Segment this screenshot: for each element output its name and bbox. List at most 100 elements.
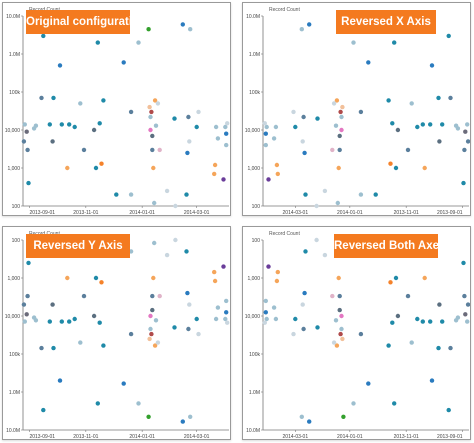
data-point[interactable] <box>33 318 39 323</box>
data-point[interactable] <box>221 264 226 269</box>
data-point[interactable] <box>128 249 134 254</box>
data-point[interactable] <box>314 237 319 243</box>
data-point[interactable] <box>51 345 56 351</box>
data-point[interactable] <box>25 147 30 153</box>
data-point[interactable] <box>436 95 441 101</box>
data-point[interactable] <box>41 33 46 39</box>
data-point[interactable] <box>337 293 342 299</box>
data-point[interactable] <box>172 116 177 121</box>
data-point[interactable] <box>128 331 134 337</box>
data-point[interactable] <box>331 101 337 106</box>
data-point[interactable] <box>186 326 191 332</box>
data-point[interactable] <box>101 343 106 348</box>
data-point[interactable] <box>152 343 158 348</box>
data-point[interactable] <box>152 200 157 206</box>
data-point[interactable] <box>150 147 155 153</box>
data-point[interactable] <box>264 124 269 130</box>
data-point[interactable] <box>262 121 267 126</box>
data-point[interactable] <box>215 305 221 310</box>
data-point[interactable] <box>358 109 364 115</box>
data-point[interactable] <box>420 122 425 127</box>
data-point[interactable] <box>461 180 466 186</box>
data-point[interactable] <box>212 171 217 177</box>
data-point[interactable] <box>341 414 346 419</box>
data-point[interactable] <box>148 114 153 120</box>
data-point[interactable] <box>437 139 442 144</box>
data-point[interactable] <box>224 142 229 148</box>
data-point[interactable] <box>291 109 296 115</box>
data-point[interactable] <box>337 133 342 139</box>
data-point[interactable] <box>453 123 459 128</box>
data-point[interactable] <box>213 124 219 130</box>
data-point[interactable] <box>392 401 397 406</box>
data-point[interactable] <box>172 325 177 330</box>
data-point[interactable] <box>173 237 178 243</box>
data-point[interactable] <box>148 313 153 319</box>
data-point[interactable] <box>302 150 307 156</box>
data-point[interactable] <box>388 280 393 285</box>
data-point[interactable] <box>81 147 87 153</box>
data-point[interactable] <box>223 124 228 130</box>
data-point[interactable] <box>213 316 219 322</box>
data-point[interactable] <box>157 293 162 299</box>
data-point[interactable] <box>39 95 44 101</box>
data-point[interactable] <box>65 165 70 171</box>
data-point[interactable] <box>339 127 344 133</box>
data-point[interactable] <box>91 313 97 319</box>
data-point[interactable] <box>409 340 414 345</box>
data-point[interactable] <box>446 33 451 39</box>
data-point[interactable] <box>50 139 55 144</box>
data-point[interactable] <box>121 60 126 65</box>
data-point[interactable] <box>463 312 468 317</box>
data-point[interactable] <box>78 101 83 106</box>
data-point[interactable] <box>78 340 83 345</box>
data-point[interactable] <box>336 275 341 281</box>
data-point[interactable] <box>25 293 30 299</box>
data-point[interactable] <box>415 124 420 130</box>
data-point[interactable] <box>303 249 308 254</box>
data-point[interactable] <box>358 331 364 337</box>
data-point[interactable] <box>393 275 399 281</box>
data-point[interactable] <box>180 419 185 424</box>
data-point[interactable] <box>301 114 306 120</box>
data-point[interactable] <box>212 278 218 284</box>
data-point[interactable] <box>422 165 427 171</box>
data-point[interactable] <box>461 260 466 266</box>
data-point[interactable] <box>65 275 70 281</box>
data-point[interactable] <box>95 40 101 45</box>
data-point[interactable] <box>300 302 305 307</box>
data-point[interactable] <box>148 326 153 332</box>
data-point[interactable] <box>91 127 97 133</box>
data-point[interactable] <box>373 192 378 197</box>
data-point[interactable] <box>409 101 414 106</box>
data-point[interactable] <box>21 302 27 307</box>
data-point[interactable] <box>196 331 201 337</box>
data-point[interactable] <box>22 122 27 127</box>
data-point[interactable] <box>334 98 340 103</box>
data-point[interactable] <box>274 278 280 284</box>
data-point[interactable] <box>300 139 305 144</box>
data-point[interactable] <box>339 114 344 120</box>
data-point[interactable] <box>147 104 152 110</box>
data-point[interactable] <box>194 316 199 322</box>
data-point[interactable] <box>448 345 453 351</box>
data-point[interactable] <box>448 95 453 101</box>
data-point[interactable] <box>293 124 298 130</box>
data-point[interactable] <box>307 22 312 27</box>
data-point[interactable] <box>263 142 268 148</box>
data-point[interactable] <box>224 298 229 304</box>
data-point[interactable] <box>293 316 298 322</box>
data-point[interactable] <box>330 293 335 299</box>
data-point[interactable] <box>99 161 104 166</box>
data-point[interactable] <box>149 331 154 337</box>
data-point[interactable] <box>322 252 328 258</box>
data-point[interactable] <box>155 101 161 106</box>
data-point[interactable] <box>339 326 344 332</box>
data-point[interactable] <box>150 133 155 139</box>
data-point[interactable] <box>465 302 470 307</box>
data-point[interactable] <box>275 269 280 275</box>
data-point[interactable] <box>24 129 29 134</box>
data-point[interactable] <box>148 127 153 133</box>
data-point[interactable] <box>146 27 151 32</box>
data-point[interactable] <box>128 109 134 115</box>
